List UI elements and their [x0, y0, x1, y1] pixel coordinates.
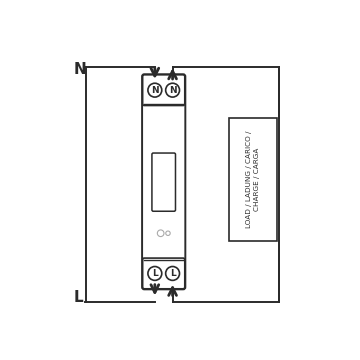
- Text: LOAD / LADUNG / CARICO /
CHARGE / CARGA: LOAD / LADUNG / CARICO / CHARGE / CARGA: [246, 131, 260, 229]
- FancyBboxPatch shape: [143, 258, 185, 289]
- Circle shape: [148, 266, 162, 280]
- Text: N: N: [74, 62, 86, 77]
- Circle shape: [157, 230, 164, 237]
- FancyBboxPatch shape: [143, 75, 185, 105]
- Text: L: L: [170, 269, 175, 278]
- Circle shape: [148, 83, 162, 97]
- Circle shape: [166, 266, 180, 280]
- Text: L: L: [74, 290, 83, 305]
- Text: L: L: [152, 269, 158, 278]
- FancyBboxPatch shape: [142, 74, 185, 289]
- Text: N: N: [169, 86, 176, 95]
- Circle shape: [166, 231, 170, 235]
- FancyBboxPatch shape: [152, 153, 175, 211]
- Bar: [229, 118, 277, 242]
- Circle shape: [166, 83, 180, 97]
- Text: N: N: [151, 86, 159, 95]
